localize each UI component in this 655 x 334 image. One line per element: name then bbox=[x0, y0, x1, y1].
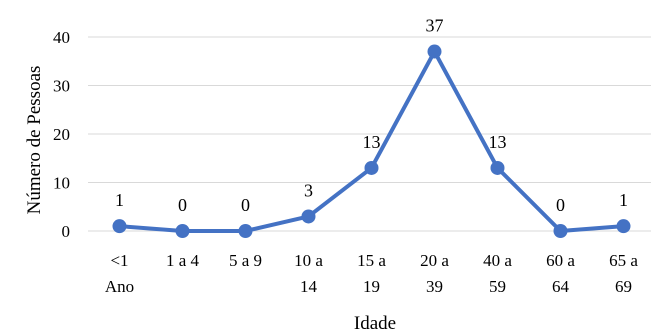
data-label: 1 bbox=[619, 190, 628, 210]
x-tick-label-line: 14 bbox=[300, 277, 318, 296]
x-tick-label-line: 40 a bbox=[483, 251, 512, 270]
data-point bbox=[553, 224, 568, 238]
x-tick-label-line: 59 bbox=[489, 277, 506, 296]
x-tick-label-line: 1 a 4 bbox=[166, 251, 200, 270]
x-tick-label-line: Ano bbox=[105, 277, 134, 296]
x-tick-label: 1 a 4 bbox=[166, 251, 200, 270]
x-tick-label: 20 a 39 bbox=[420, 251, 449, 296]
x-tick-label: 10 a 14 bbox=[294, 251, 323, 296]
data-point bbox=[364, 160, 379, 175]
data-point bbox=[175, 224, 190, 238]
x-tick-label: <1 Ano bbox=[105, 251, 134, 296]
x-axis-ticks: <1 Ano 1 a 4 5 a 9 10 a 14 15 a 19 20 a 39 40 a 59 6… bbox=[105, 251, 638, 296]
x-tick-label-line: 10 a bbox=[294, 251, 323, 270]
data-point bbox=[490, 160, 505, 175]
x-tick-label-line: 5 a 9 bbox=[229, 251, 262, 270]
data-point bbox=[301, 209, 316, 224]
data-labels: 1 0 0 3 13 37 13 0 1 bbox=[115, 16, 628, 215]
x-tick-label-line: 20 a bbox=[420, 251, 449, 270]
y-tick-label: 40 bbox=[53, 28, 70, 47]
x-tick-label-line: 64 bbox=[552, 277, 570, 296]
x-tick-label: 60 a 64 bbox=[546, 251, 575, 296]
data-label: 0 bbox=[178, 195, 187, 215]
data-label: 13 bbox=[363, 132, 381, 152]
y-tick-label: 0 bbox=[62, 222, 71, 241]
data-label: 0 bbox=[241, 195, 250, 215]
x-tick-label-line: 39 bbox=[426, 277, 443, 296]
x-tick-label-line: <1 bbox=[110, 251, 128, 270]
y-axis-label: Número de Pessoas bbox=[24, 66, 45, 215]
data-point bbox=[112, 219, 127, 234]
x-tick-label: 5 a 9 bbox=[229, 251, 262, 270]
data-label: 1 bbox=[115, 190, 124, 210]
data-point bbox=[427, 44, 442, 59]
data-point bbox=[616, 219, 631, 234]
x-tick-label-line: 69 bbox=[615, 277, 632, 296]
x-tick-label-line: 19 bbox=[363, 277, 380, 296]
x-tick-label-line: 15 a bbox=[357, 251, 386, 270]
series-line-group bbox=[112, 44, 631, 238]
x-tick-label-line: 65 a bbox=[609, 251, 638, 270]
x-tick-label-line: 60 a bbox=[546, 251, 575, 270]
y-tick-label: 20 bbox=[53, 125, 70, 144]
data-label: 37 bbox=[426, 16, 444, 36]
x-tick-label: 40 a 59 bbox=[483, 251, 512, 296]
x-tick-label: 15 a 19 bbox=[357, 251, 386, 296]
data-label: 3 bbox=[304, 180, 313, 200]
x-axis-label: Idade bbox=[354, 313, 396, 334]
y-tick-label: 30 bbox=[53, 77, 70, 96]
data-label: 13 bbox=[489, 132, 507, 152]
data-point bbox=[238, 224, 253, 238]
y-axis-ticks: 0 10 20 30 40 bbox=[53, 28, 70, 241]
x-tick-label: 65 a 69 bbox=[609, 251, 638, 296]
y-tick-label: 10 bbox=[53, 174, 70, 193]
data-label: 0 bbox=[556, 195, 565, 215]
